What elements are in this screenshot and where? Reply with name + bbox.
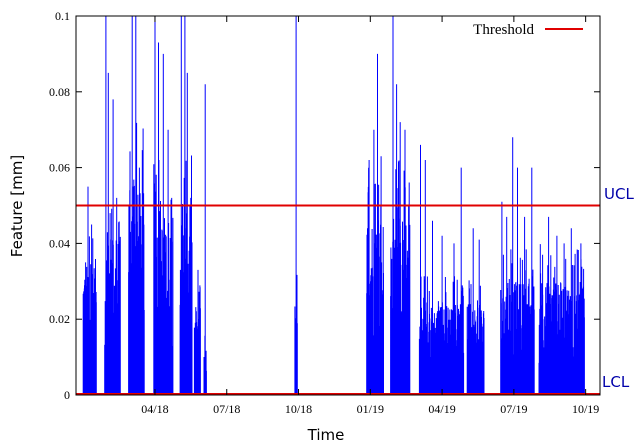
- x-tick-label: 01/19: [357, 402, 384, 416]
- y-tick-label: 0.02: [49, 312, 70, 326]
- ucl-label: UCL: [604, 185, 634, 203]
- legend: Threshold: [473, 22, 583, 38]
- y-axis-ticks: 0 0.02 0.04 0.06 0.08 0.1: [49, 9, 600, 402]
- x-axis-title: Time: [307, 426, 345, 444]
- y-tick-label: 0.1: [55, 9, 70, 23]
- x-tick-label: 04/18: [141, 402, 168, 416]
- x-axis-ticks: 04/1807/1810/1801/1904/1907/1910/1901/20…: [141, 16, 599, 416]
- y-tick-label: 0: [64, 388, 70, 402]
- plot-border: [75, 15, 601, 396]
- x-tick-label: 07/19: [500, 402, 527, 416]
- legend-threshold-label: Threshold: [473, 22, 534, 38]
- plot-frame: [75, 15, 601, 396]
- y-tick-label: 0.06: [49, 161, 70, 175]
- y-tick-label: 0.04: [49, 236, 70, 250]
- threshold-lines: [76, 204, 600, 395]
- x-tick-label: 04/19: [428, 402, 455, 416]
- feature-bars: [82, 16, 585, 395]
- x-tick-label: 07/18: [213, 402, 240, 416]
- y-tick-label: 0.08: [49, 85, 70, 99]
- x-tick-label: 10/19: [572, 402, 599, 416]
- feature-series: [82, 16, 585, 395]
- lcl-label: LCL: [602, 373, 630, 391]
- y-axis-title: Feature [mm]: [8, 155, 26, 257]
- x-tick-label: 10/18: [285, 402, 312, 416]
